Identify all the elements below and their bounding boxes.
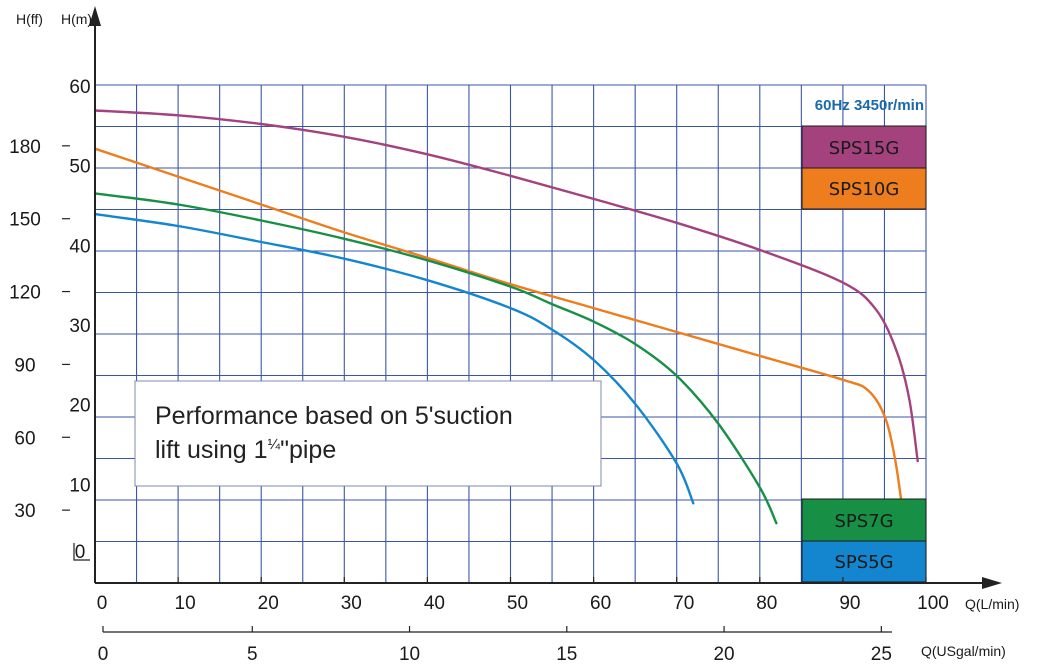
y2-axis-title: H(ff)	[16, 11, 43, 27]
y2-tick-label: 90	[14, 355, 35, 376]
x-tick-label: 10	[175, 593, 196, 614]
y2-tick-label: 120	[9, 283, 41, 304]
axis-ticks: 0 10 20 30 40 50 60 70 80 90 100 0 5 10 15 20 25 0 10 20 30 4…	[9, 77, 949, 665]
chart-axes	[89, 6, 1002, 633]
y-zero-bracket	[73, 543, 90, 561]
series-line-sps15g	[93, 109, 919, 463]
x-tick-label: 90	[839, 593, 860, 614]
x2-axis-title: Q(USgal/min)	[921, 643, 1006, 659]
speed-label: 60Hz 3450r/min	[815, 97, 924, 114]
chart-series	[93, 109, 919, 525]
x-tick-label: 70	[673, 593, 694, 614]
x2-tick-label: 20	[713, 644, 734, 665]
x-tick-label: 60	[590, 593, 611, 614]
note-line-2-fraction: ¼	[268, 436, 281, 453]
y-tick-label: 20	[69, 396, 90, 417]
series-line-sps10g	[93, 147, 903, 501]
series-line-sps5g	[93, 212, 695, 505]
note-line-2: lift using 1¼"pipe	[155, 436, 336, 464]
legend-label-sps15g: SPS15G	[829, 138, 900, 159]
x-tick-label: 80	[756, 593, 777, 614]
legend-box-sps7g	[801, 498, 927, 542]
note-line-1: Performance based on 5'suction	[155, 402, 513, 430]
y-tick-label: 10	[69, 475, 90, 496]
note-box	[134, 380, 602, 487]
note-line-2-suffix: "pipe	[280, 436, 336, 464]
y-axis-arrow	[89, 6, 101, 26]
x-tick-label: 40	[424, 593, 445, 614]
y2-tick-label: 60	[14, 428, 35, 449]
y-tick-label: 50	[69, 157, 90, 178]
x-tick-label: 30	[341, 593, 362, 614]
x2-tick-label: 0	[98, 644, 109, 665]
x-tick-label: 100	[917, 593, 949, 614]
y2-tick-label: 150	[9, 210, 41, 231]
chart-grid	[95, 84, 927, 583]
y-tick-label: 30	[69, 316, 90, 337]
series-line-sps7g	[93, 192, 778, 525]
x-tick-label: 0	[97, 593, 108, 614]
legend-label-sps10g: SPS10G	[829, 179, 900, 200]
y2-tick-label: 180	[9, 137, 41, 158]
y-tick-label: 0	[75, 542, 86, 563]
x2-tick-label: 10	[399, 644, 420, 665]
y-tick-label: 40	[69, 236, 90, 257]
x2-tick-label: 25	[871, 644, 892, 665]
x-axis-title: Q(L/min)	[965, 596, 1019, 612]
note-line-2-prefix: lift using 1	[155, 436, 268, 464]
y-tick-label: 60	[69, 77, 90, 98]
legend-label-sps5g: SPS5G	[834, 552, 893, 573]
x2-tick-label: 5	[247, 644, 258, 665]
x-tick-label: 20	[258, 593, 279, 614]
legend-box-sps5g	[801, 540, 927, 583]
legend-label-sps7g: SPS7G	[834, 511, 893, 532]
x-tick-label: 50	[507, 593, 528, 614]
x-axis-arrow	[982, 577, 1002, 589]
legend-box-sps10g	[801, 167, 927, 210]
y-axis-title: H(m)	[61, 11, 92, 27]
y2-tick-label: 30	[14, 501, 35, 522]
x2-tick-label: 15	[556, 644, 577, 665]
legend-box-sps15g	[801, 125, 927, 169]
